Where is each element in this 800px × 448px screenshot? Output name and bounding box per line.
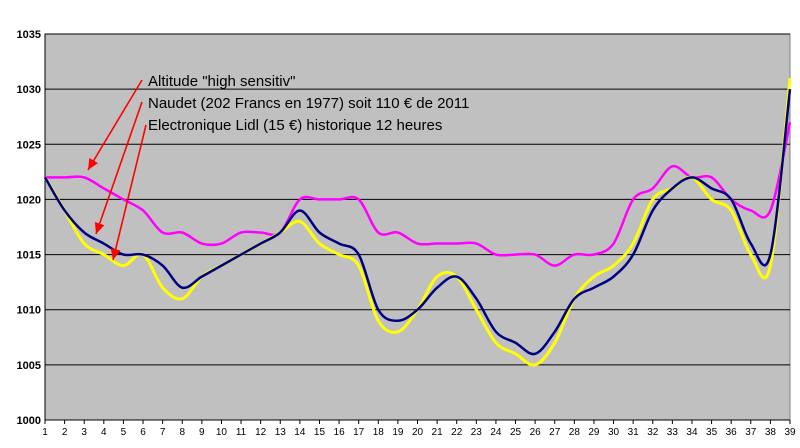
x-tick-label: 4: [101, 427, 107, 438]
annotation-lidl: Electronique Lidl (15 €) historique 12 h…: [148, 117, 442, 134]
x-tick-label: 25: [510, 427, 522, 438]
x-tick-label: 29: [588, 427, 600, 438]
annotation-arrow-line: [112, 124, 147, 261]
annotation-arrow-line: [95, 101, 143, 235]
y-tick-label: 1015: [17, 250, 41, 262]
x-tick-label: 16: [334, 427, 346, 438]
y-tick-label: 1035: [17, 29, 41, 41]
x-tick-label: 10: [216, 427, 228, 438]
y-tick-label: 1020: [17, 194, 41, 206]
x-tick-label: 30: [608, 427, 620, 438]
y-tick-label: 1005: [17, 360, 41, 372]
x-tick-label: 19: [392, 427, 404, 438]
annotation-arrow-head: [110, 248, 121, 260]
annotation-arrow-head: [94, 221, 105, 234]
x-tick-label: 11: [236, 427, 247, 438]
x-tick-label: 6: [140, 427, 146, 438]
x-tick-label: 14: [294, 427, 306, 438]
x-tick-label: 5: [121, 427, 127, 438]
x-tick-label: 3: [81, 427, 87, 438]
x-tick-label: 15: [314, 427, 326, 438]
x-tick-label: 21: [432, 427, 444, 438]
series-line-naudet: [43, 88, 792, 356]
x-tick-label: 8: [179, 427, 185, 438]
x-tick-label: 18: [373, 427, 385, 438]
x-tick-label: 2: [62, 427, 68, 438]
annotation-arrows: [87, 79, 147, 261]
plot-area: [44, 33, 791, 421]
x-tick-label: 36: [726, 427, 738, 438]
x-tick-label: 39: [784, 427, 796, 438]
x-tick-label: 7: [160, 427, 166, 438]
y-tick-label: 1030: [17, 84, 41, 96]
y-tick-label: 1010: [17, 305, 41, 317]
x-tick-label: 13: [275, 427, 287, 438]
x-tick-label: 35: [706, 427, 718, 438]
x-tick-label: 1: [42, 427, 48, 438]
x-tick-label: 38: [765, 427, 777, 438]
series-lines: [43, 77, 792, 367]
x-tick-label: 23: [471, 427, 483, 438]
x-tick-label: 32: [647, 427, 659, 438]
annotation-arrow-line: [87, 79, 143, 171]
x-tick-label: 37: [745, 427, 757, 438]
annotations: Altitude "high sensitiv" Naudet (202 Fra…: [148, 73, 469, 134]
annotation-altitude: Altitude "high sensitiv": [148, 73, 295, 90]
x-tick-label: 12: [255, 427, 267, 438]
x-tick-label: 28: [569, 427, 581, 438]
x-tick-label: 31: [628, 427, 640, 438]
x-tick-label: 33: [667, 427, 679, 438]
series-line-altitude: [45, 121, 792, 267]
x-tick-label: 26: [530, 427, 542, 438]
y-axis-ticks: 1000 1005 1010 1015 1020 1025 1030 1035: [17, 29, 41, 427]
x-tick-label: 24: [490, 427, 502, 438]
x-tick-label: 22: [451, 427, 463, 438]
x-tick-label: 27: [549, 427, 561, 438]
y-tick-label: 1025: [17, 139, 41, 151]
x-tick-label: 20: [412, 427, 424, 438]
x-tick-label: 9: [199, 427, 205, 438]
y-tick-label: 1000: [17, 415, 41, 427]
annotation-arrow-head: [88, 157, 98, 170]
x-tick-label: 17: [353, 427, 365, 438]
x-axis-ticks: 1 2 3 4 5 6 7 8 9 10 11 12 13 14 15 16 17 18 19 20 21 22 23 24 2…: [42, 34, 796, 438]
x-tick-label: 34: [686, 427, 698, 438]
annotation-naudet: Naudet (202 Francs en 1977) soit 110 € d…: [148, 95, 469, 112]
